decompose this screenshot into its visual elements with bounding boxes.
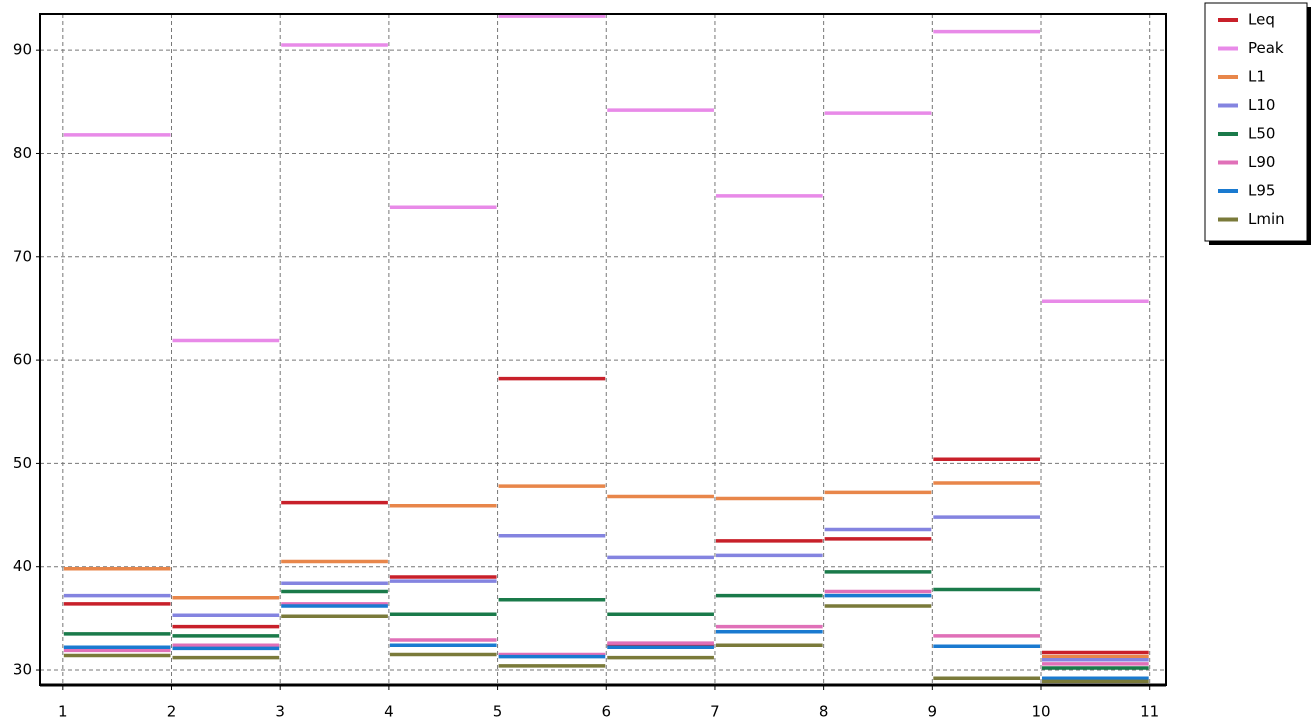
legend-label: L1 xyxy=(1248,68,1266,86)
x-tick-label: 1 xyxy=(58,703,68,721)
legend-label: Leq xyxy=(1248,11,1275,29)
legend-label: L50 xyxy=(1248,125,1275,143)
legend xyxy=(1204,2,1308,242)
legend-label: Lmin xyxy=(1248,210,1285,228)
legend-label: L10 xyxy=(1248,96,1275,114)
x-tick-label: 5 xyxy=(493,703,503,721)
y-tick-label: 80 xyxy=(13,144,32,162)
plot-area xyxy=(40,14,1166,685)
legend-label: L90 xyxy=(1248,153,1275,171)
x-tick-label: 3 xyxy=(275,703,285,721)
legend-label: L95 xyxy=(1248,182,1275,200)
x-tick-label: 2 xyxy=(167,703,177,721)
y-tick-label: 70 xyxy=(13,247,32,265)
y-tick-label: 50 xyxy=(13,454,32,472)
x-tick-label: 11 xyxy=(1140,703,1159,721)
y-tick-label: 30 xyxy=(13,661,32,679)
x-tick-label: 8 xyxy=(819,703,829,721)
x-tick-label: 10 xyxy=(1031,703,1050,721)
legend-label: Peak xyxy=(1248,39,1284,57)
x-tick-label: 4 xyxy=(384,703,394,721)
y-tick-label: 40 xyxy=(13,557,32,575)
y-tick-label: 90 xyxy=(13,41,32,59)
x-tick-label: 7 xyxy=(710,703,720,721)
y-tick-label: 60 xyxy=(13,351,32,369)
x-tick-label: 6 xyxy=(601,703,611,721)
x-tick-label: 9 xyxy=(928,703,938,721)
